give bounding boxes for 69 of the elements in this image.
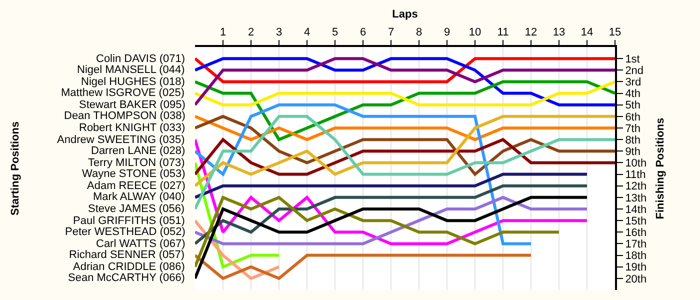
series-label: Wayne STONE (053) (82, 168, 186, 180)
series-label: Mark ALWAY (040) (93, 191, 185, 203)
line-series (195, 114, 615, 210)
y2-tick-label: 8th (625, 134, 640, 146)
series-label: Carl WATTS (067) (96, 238, 186, 250)
series-label: Steve JAMES (056) (88, 203, 185, 215)
x-tick-label: 10 (468, 26, 482, 39)
series-label: Matthew ISGROVE (025) (61, 87, 184, 99)
x-tick-label: 8 (416, 26, 422, 39)
x-tick-label: 9 (444, 26, 450, 39)
line-series (195, 184, 588, 246)
line-series (195, 103, 532, 246)
y2-tick-label: 11th (625, 169, 646, 182)
y2-tick-label: 15th (625, 215, 647, 228)
series-label: Robert KNIGHT (033) (79, 122, 186, 134)
y2-tick-label: 9th (625, 146, 640, 158)
y2-tick-label: 20th (625, 273, 647, 286)
series-label: Darren LANE (028) (91, 145, 186, 157)
x-tick-label: 11 (497, 26, 509, 39)
x-tick-label: 1 (220, 26, 226, 39)
y2-tick-label: 4th (625, 88, 640, 100)
x-tick-label: 14 (580, 26, 594, 39)
y2-tick-label: 12th (625, 180, 647, 193)
x-tick-label: 6 (360, 26, 366, 39)
series-label: Peter WESTHEAD (052) (65, 226, 186, 238)
x-tick-label: 7 (388, 26, 394, 39)
y2-tick-label: 13th (625, 192, 647, 204)
series-label: Terry MILTON (073) (88, 157, 185, 169)
y2-tick-label: 18th (625, 250, 647, 262)
x-axis-title: Laps (392, 8, 418, 21)
text: Starting Positions (10, 121, 22, 216)
line-series (195, 196, 588, 246)
line-series (195, 57, 615, 106)
x-tick-label: 2 (248, 26, 254, 39)
y2-axis-title: Finishing Positions (654, 118, 666, 220)
series-label: Nigel HUGHES (018) (81, 76, 185, 88)
line-series (195, 80, 615, 142)
series-label: Adrian CRIDDLE (086) (73, 261, 185, 273)
line-series (195, 114, 615, 188)
y2-tick-label: 2nd (625, 64, 644, 77)
y2-tick-label: 10th (625, 158, 647, 170)
series-label: Dean THOMPSON (038) (64, 110, 186, 122)
line-series (195, 196, 588, 280)
x-tick-label: 13 (552, 26, 566, 39)
y2-tick-label: 19th (625, 262, 647, 274)
x-tick-label: 3 (276, 26, 282, 39)
y2-tick-label: 5th (625, 100, 640, 112)
y2-tick-label: 1st (625, 53, 640, 66)
y2-tick-label: 14th (625, 204, 647, 216)
series-label: Stewart BAKER (095) (79, 99, 186, 111)
series-label: Andrew SWEETING (035) (57, 134, 185, 146)
y2-tick-label: 17th (625, 238, 647, 251)
x-tick-label: 15 (608, 26, 622, 39)
series-label: Nigel MANSELL (044) (77, 64, 185, 76)
line-series (195, 138, 615, 176)
line-series (195, 114, 615, 176)
y2-tick-label: 6th (625, 111, 640, 124)
x-tick-label: 4 (304, 26, 310, 39)
x-tick-label: 12 (524, 26, 538, 39)
series-label: Paul GRIFFITHS (051) (73, 215, 185, 227)
y2-tick-label: 16th (625, 226, 647, 239)
series-label: Richard SENNER (057) (69, 249, 185, 261)
series-label: Colin DAVIS (071) (96, 53, 186, 65)
y2-tick-label: 3rd (625, 76, 642, 89)
x-tick-label: 5 (332, 26, 338, 39)
series-label: Adam REECE (027) (87, 180, 186, 192)
line-series (195, 196, 560, 268)
y2-tick-label: 7th (625, 122, 640, 135)
series-label: Sean McCARTHY (066) (68, 272, 185, 284)
